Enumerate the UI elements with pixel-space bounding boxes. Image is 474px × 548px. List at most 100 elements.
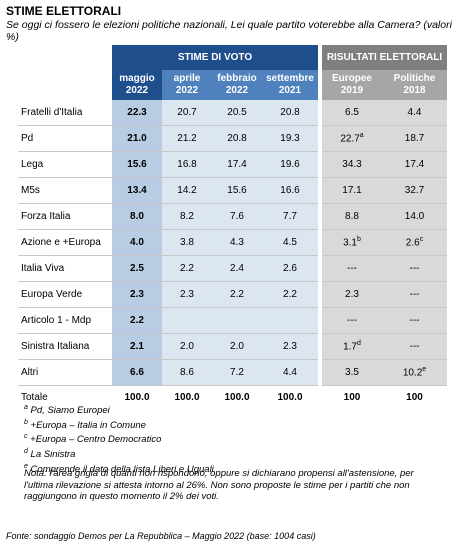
row-label: Italia Viva	[18, 255, 112, 282]
column-header: maggio 2022	[112, 70, 162, 100]
row: Fratelli d'Italia 22.3 20.7 20.5 20.8 6.5 4.4	[18, 100, 447, 126]
cell: 2.3	[162, 281, 212, 308]
cell: 100.0	[224, 391, 250, 403]
column-header: aprile 2022	[162, 70, 212, 100]
cell: 2.2	[162, 255, 212, 282]
cell: 10.2e	[382, 359, 447, 386]
column-year: 2022	[175, 85, 199, 96]
column-month: Europee	[331, 73, 372, 84]
cell: 3.8	[162, 229, 212, 256]
cell: 100.0	[174, 391, 200, 403]
row-label: M5s	[18, 177, 112, 204]
sep	[318, 203, 322, 230]
footnote-mark: a	[24, 404, 28, 411]
cell: 2.4	[212, 255, 262, 282]
row-label: Totale	[21, 391, 48, 403]
cell: 3.1b	[322, 229, 382, 256]
cell: ---	[322, 307, 382, 334]
cell: 6.6	[112, 359, 162, 386]
column-year: 2018	[403, 85, 426, 96]
cell: 17.4	[212, 151, 262, 178]
cell: 4.4	[382, 100, 447, 126]
column-header: settembre 2021	[262, 70, 318, 100]
footnote-mark: d	[24, 447, 28, 455]
column-year: 2022	[225, 85, 249, 96]
row-label: Fratelli d'Italia	[18, 100, 112, 126]
sep	[318, 177, 322, 204]
cell: 7.7	[262, 203, 318, 230]
cell: 8.8	[322, 203, 382, 230]
row-label: Altri	[18, 359, 112, 386]
cell	[162, 307, 212, 334]
cell: 19.3	[262, 125, 318, 152]
column-month: settembre	[266, 73, 314, 84]
cell: 4.5	[262, 229, 318, 256]
column-month: febbraio	[217, 73, 257, 84]
cell: 15.6	[112, 151, 162, 178]
cell: 32.7	[382, 177, 447, 204]
cell: 4.4	[262, 359, 318, 386]
cell-value: 2.6	[405, 237, 420, 249]
footnote-mark: b	[24, 418, 28, 426]
footnote-text: +Europa – Centro Democratico	[30, 434, 162, 446]
group-header: STIME DI VOTO	[112, 45, 318, 70]
sep	[318, 307, 322, 334]
cell: 100.0	[277, 391, 303, 403]
cell: 4.3	[212, 229, 262, 256]
cell: 15.6	[212, 177, 262, 204]
cell: 8.2	[162, 203, 212, 230]
cell: 1.7d	[322, 333, 382, 360]
cell: 22.3	[112, 100, 162, 126]
cell: 34.3	[322, 151, 382, 178]
sep	[318, 229, 322, 256]
cell: 4.0	[112, 229, 162, 256]
cell: 2.0	[162, 333, 212, 360]
row: Pd 21.0 21.2 20.8 19.3 22.7a 18.7	[18, 125, 447, 152]
sep	[318, 45, 322, 70]
row-label: Sinistra Italiana	[18, 333, 112, 360]
cell: 13.4	[112, 177, 162, 204]
column-year: 2022	[125, 85, 149, 96]
row: M5s 13.4 14.2 15.6 16.6 17.1 32.7	[18, 177, 447, 204]
cell: 20.7	[162, 100, 212, 126]
cell: 20.8	[212, 125, 262, 152]
sep	[318, 359, 322, 386]
cell: 21.0	[112, 125, 162, 152]
row: Lega 15.6 16.8 17.4 19.6 34.3 17.4	[18, 151, 447, 178]
row-label: Lega	[18, 151, 112, 178]
row: Forza Italia 8.0 8.2 7.6 7.7 8.8 14.0	[18, 203, 447, 230]
cell: ---	[382, 333, 447, 360]
cell: 2.5	[112, 255, 162, 282]
cell: 2.3	[112, 281, 162, 308]
row-label: Pd	[18, 125, 112, 152]
cell: 7.6	[212, 203, 262, 230]
cell: ---	[382, 307, 447, 334]
cell: 2.2	[112, 307, 162, 334]
column-header: febbraio 2022	[212, 70, 262, 100]
cell: 2.6	[262, 255, 318, 282]
cell	[212, 307, 262, 334]
cell: 19.6	[262, 151, 318, 178]
cell: 100	[343, 391, 361, 403]
cell: 6.5	[322, 100, 382, 126]
cell: 14.2	[162, 177, 212, 204]
cell: 8.6	[162, 359, 212, 386]
cell: 16.6	[262, 177, 318, 204]
cell: 2.2	[212, 281, 262, 308]
cell: 20.5	[212, 100, 262, 126]
row: Articolo 1 - Mdp 2.2 --- ---	[18, 307, 447, 334]
subtitle: Se oggi ci fossero le elezioni politiche…	[6, 19, 452, 43]
footnote: b +Europa – Italia in Comune	[24, 417, 214, 432]
cell: 3.5	[322, 359, 382, 386]
cell-note: b	[357, 236, 361, 244]
cell: 17.4	[382, 151, 447, 178]
footnote-text: +Europa – Italia in Comune	[30, 419, 146, 431]
column-header: Europee 2019	[322, 70, 382, 100]
cell: 22.7a	[322, 125, 382, 152]
cell: 100	[406, 391, 423, 403]
total-row: Totale 100.0 100.0 100.0 100.0 100 100	[18, 385, 447, 408]
sep	[318, 151, 322, 178]
cell: 2.3	[262, 333, 318, 360]
cell	[262, 307, 318, 334]
